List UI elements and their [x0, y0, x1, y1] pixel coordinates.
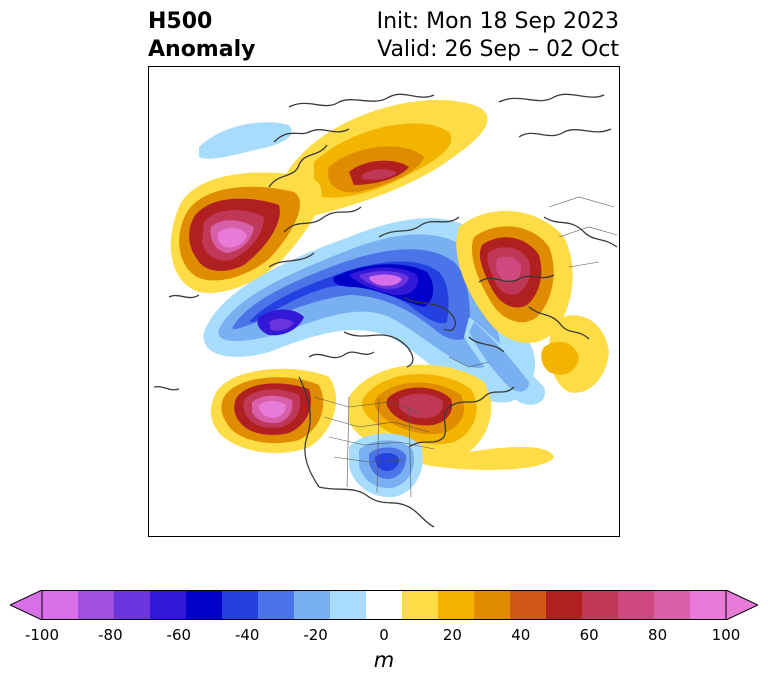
colorbar-swatch: [546, 590, 583, 620]
init-date-label: Init: Mon 18 Sep 2023: [376, 9, 619, 34]
map-title-line1: H500: [148, 9, 213, 34]
colorbar-swatch: [42, 590, 79, 620]
map-title: H500 Anomaly: [148, 8, 255, 64]
anomaly-map: [148, 66, 620, 537]
colorbar-swatch: [438, 590, 475, 620]
valid-date-label: Valid: 26 Sep – 02 Oct: [377, 37, 619, 62]
colorbar-swatch: [618, 590, 655, 620]
colorbar-swatch: [402, 590, 439, 620]
colorbar-swatch: [258, 590, 295, 620]
political-borders: [313, 196, 618, 498]
positive-center-north-pacific: [170, 172, 322, 293]
colorbar-border: [41, 590, 727, 620]
colorbar-extend-high: [725, 589, 760, 621]
colorbar: [8, 589, 760, 621]
coastlines: [153, 93, 618, 528]
colorbar-swatch: [222, 590, 259, 620]
negative-center-central-us: [349, 433, 423, 498]
colorbar-swatch: [582, 590, 619, 620]
colorbar-tick-label: -60: [166, 626, 192, 644]
colorbar-tick-label: 20: [442, 626, 462, 644]
negative-center-arctic: [203, 218, 536, 403]
colorbar-svg: [8, 589, 760, 621]
anomaly-map-canvas: [149, 67, 619, 536]
colorbar-tick-label: -20: [303, 626, 328, 644]
colorbar-swatch: [78, 590, 115, 620]
colorbar-tick-label: 60: [579, 626, 599, 644]
colorbar-swatch: [510, 590, 547, 620]
colorbar-swatch: [474, 590, 511, 620]
colorbar-tick-label: 100: [711, 626, 741, 644]
date-info: Init: Mon 18 Sep 2023 Valid: 26 Sep – 02…: [377, 8, 619, 64]
colorbar-swatch: [690, 590, 727, 620]
colorbar-tick-label: -100: [24, 626, 60, 644]
colorbar-swatch: [294, 590, 331, 620]
colorbar-swatch: [114, 590, 151, 620]
colorbar-swatch: [654, 590, 691, 620]
positive-center-west-na: [210, 368, 337, 454]
colorbar-swatch: [186, 590, 223, 620]
negative-patch-northwest: [199, 122, 292, 159]
colorbar-tick-label: 0: [379, 626, 389, 644]
colorbar-unit-label: m: [373, 648, 395, 672]
map-title-line2: Anomaly: [148, 37, 256, 62]
colorbar-tick-label: 40: [511, 626, 531, 644]
positive-band-north: [280, 100, 488, 218]
colorbar-swatch: [366, 590, 403, 620]
colorbar-tick-label: -80: [98, 626, 123, 644]
negative-arm-atlantic: [464, 317, 545, 405]
colorbar-extend-low: [8, 589, 43, 621]
colorbar-swatch: [150, 590, 187, 620]
colorbar-tick-label: 80: [648, 626, 668, 644]
positive-center-europe: [456, 210, 609, 393]
colorbar-tick-label: -40: [234, 626, 260, 644]
colorbar-swatch: [330, 590, 367, 620]
